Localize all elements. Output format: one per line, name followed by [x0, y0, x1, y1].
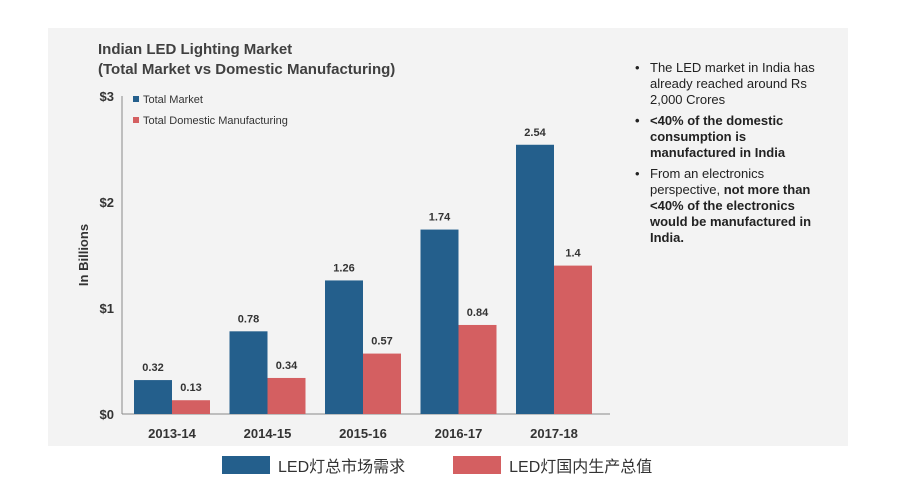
bar [420, 229, 459, 414]
data-label: 0.32 [142, 362, 163, 374]
bullet-dot: • [635, 113, 640, 128]
bottom-legend-item: LED灯国内生产总值 [453, 453, 652, 477]
y-axis-label: In Billions [76, 224, 91, 286]
x-tick-label: 2014-15 [244, 426, 292, 441]
chart-title-line-1: Indian LED Lighting Market [98, 41, 293, 58]
bottom-legend: LED灯总市场需求 LED灯国内生产总值 [222, 452, 700, 478]
bullet-item: • The LED market in India has already re… [632, 60, 832, 108]
bullet-text: <40% of the domestic consumption is manu… [650, 113, 786, 160]
y-tick-label: $2 [100, 195, 114, 210]
data-label: 0.13 [180, 382, 201, 394]
chart-title-line-2: (Total Market vs Domestic Manufacturing) [98, 61, 396, 78]
bullet-item: • From an electronics perspective, not m… [632, 166, 832, 246]
bottom-legend-item: LED灯总市场需求 [222, 453, 405, 477]
bottom-legend-label: LED灯国内生产总值 [509, 459, 653, 476]
x-tick-label: 2016-17 [435, 426, 483, 441]
bullet-dot: • [635, 60, 640, 75]
bar [516, 144, 554, 414]
bottom-legend-swatch [453, 456, 502, 474]
data-label: 0.34 [276, 360, 298, 372]
data-label: 0.78 [238, 313, 259, 325]
data-label: 2.54 [524, 127, 546, 139]
bullet-list: • The LED market in India has already re… [632, 60, 832, 251]
legend-swatch [133, 117, 139, 123]
bar [458, 324, 497, 414]
bar [172, 400, 210, 414]
data-label: 1.74 [429, 212, 451, 224]
y-tick-label: $3 [100, 89, 114, 104]
y-tick-label: $1 [100, 301, 114, 316]
data-label: 0.84 [467, 307, 489, 319]
bar [325, 280, 363, 414]
x-tick-label: 2013-14 [148, 426, 196, 441]
data-label: 1.4 [565, 248, 581, 260]
bottom-legend-swatch [222, 456, 270, 474]
x-tick-label: 2015-16 [339, 426, 387, 441]
chart-title: Indian LED Lighting Market (Total Market… [98, 40, 395, 80]
bullet-text-prefix: From an electronics perspective, [650, 166, 765, 197]
legend-label: Total Domestic Manufacturing [143, 115, 288, 127]
y-tick-label: $0 [100, 407, 114, 422]
data-label: 1.26 [333, 262, 354, 274]
bullet-text-bold: not more than <40% of the electronics wo… [650, 182, 812, 245]
bottom-legend-label: LED灯总市场需求 [278, 459, 406, 476]
data-label: 0.57 [371, 336, 392, 348]
bullet-item: • <40% of the domestic consumption is ma… [632, 113, 832, 161]
bullet-text: The LED market in India has already reac… [650, 60, 815, 107]
bar [363, 353, 401, 414]
bar [229, 331, 268, 414]
bar [134, 380, 172, 414]
x-tick-label: 2017-18 [530, 426, 578, 441]
bullet-dot: • [635, 166, 640, 181]
legend-label: Total Market [143, 94, 203, 106]
bar [554, 265, 592, 414]
legend-swatch [133, 96, 139, 102]
bar [267, 377, 306, 414]
